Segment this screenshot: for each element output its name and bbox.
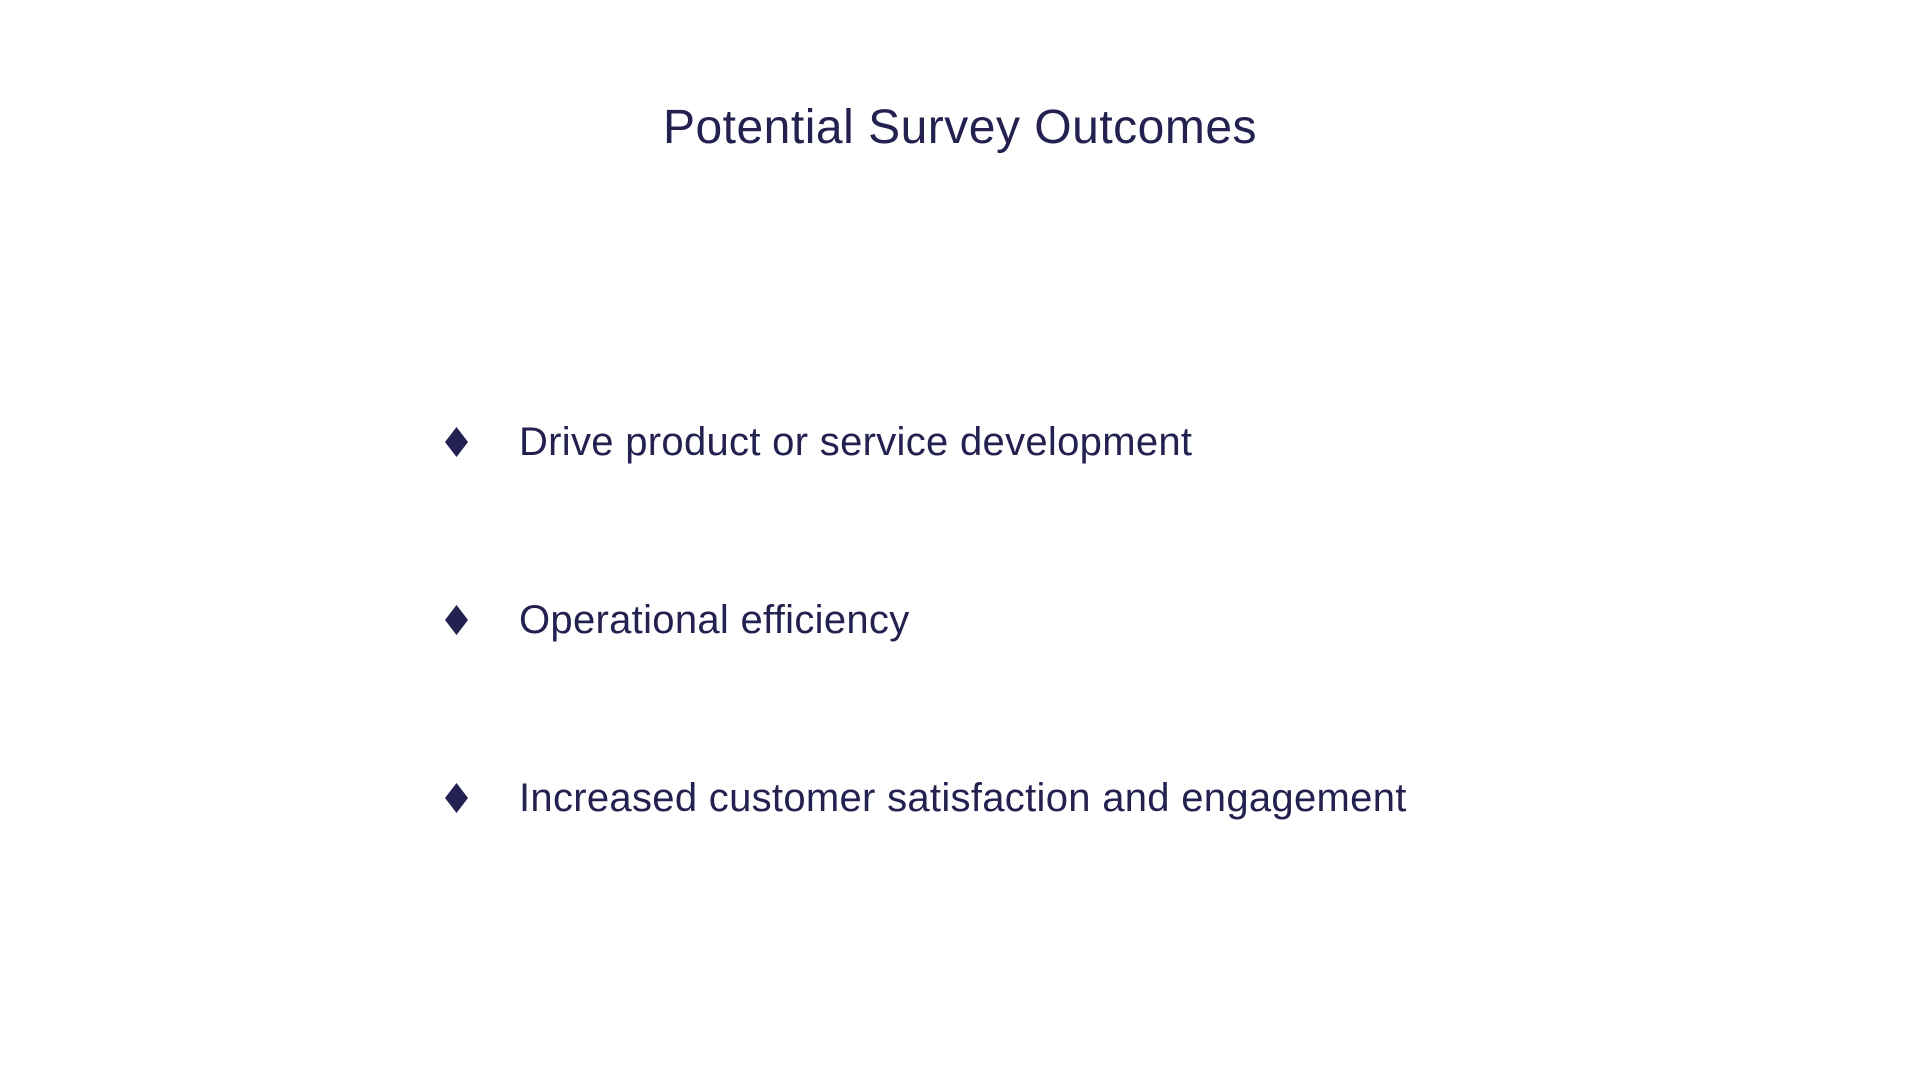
bullet-item-label: Operational efficiency [519,598,910,642]
bullet-item: Increased customer satisfaction and enga… [445,774,1407,822]
diamond-bullet-icon [445,605,468,635]
diamond-bullet-icon [445,783,468,813]
slide-title: Potential Survey Outcomes [662,101,1258,155]
bullet-item-label: Increased customer satisfaction and enga… [519,776,1407,820]
bullet-item-label: Drive product or service development [519,420,1193,464]
bullet-list: Drive product or service development Ope… [445,418,1407,822]
bullet-item: Drive product or service development [445,418,1407,466]
bullet-item: Operational efficiency [445,596,1407,644]
diamond-bullet-icon [445,427,468,457]
